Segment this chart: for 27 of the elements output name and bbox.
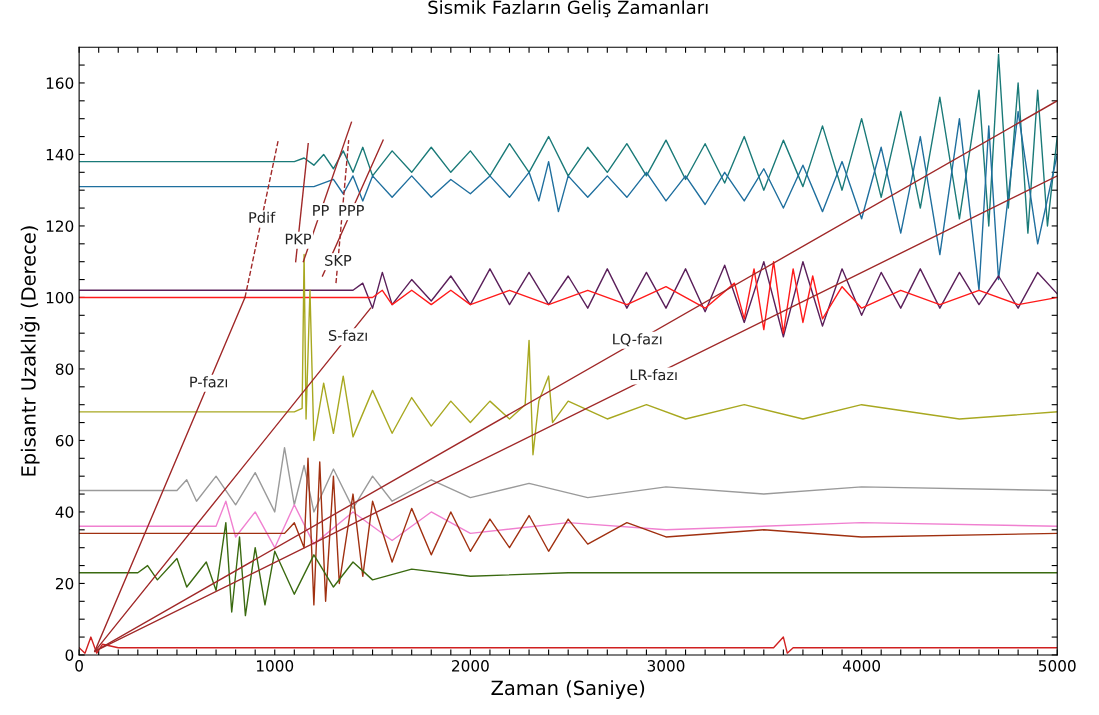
y-tick-label: 40	[55, 506, 74, 518]
x-tick-label: 4000	[842, 660, 881, 672]
x-tick-label: 1000	[256, 660, 294, 672]
y-tick-label: 140	[46, 148, 74, 161]
x-tick-label: 5000	[1038, 660, 1076, 672]
x-axis-title: Zaman (Saniye)	[491, 680, 645, 699]
annotation: LQ-fazı	[613, 333, 662, 347]
y-tick-label: 120	[46, 220, 74, 232]
annotation: SKP	[325, 254, 352, 266]
annotation: PKP	[285, 233, 312, 245]
y-tick-label: 80	[55, 363, 74, 375]
y-axis-title: Episantr Uzaklığı (Derece)	[20, 226, 40, 476]
annotation: Pdif	[249, 211, 276, 224]
annotation: LR-fazı	[630, 369, 677, 381]
y-tick-label: 100	[46, 291, 74, 304]
annotation: S-fazı	[328, 329, 367, 341]
y-tick-label: 160	[46, 77, 74, 89]
y-tick-label: 60	[55, 434, 74, 447]
annotation: PPP	[339, 205, 364, 216]
y-tick-label: 0	[65, 649, 74, 661]
annotation: P-fazı	[190, 376, 228, 388]
y-tick-label: 20	[55, 577, 74, 590]
x-tick-label: 3000	[647, 660, 685, 672]
annotation: PP	[313, 205, 329, 216]
chart-title: Sismik Fazların Geliş Zamanları	[428, 0, 708, 18]
x-tick-label: 2000	[452, 660, 489, 672]
x-tick-label: 0	[75, 660, 83, 672]
